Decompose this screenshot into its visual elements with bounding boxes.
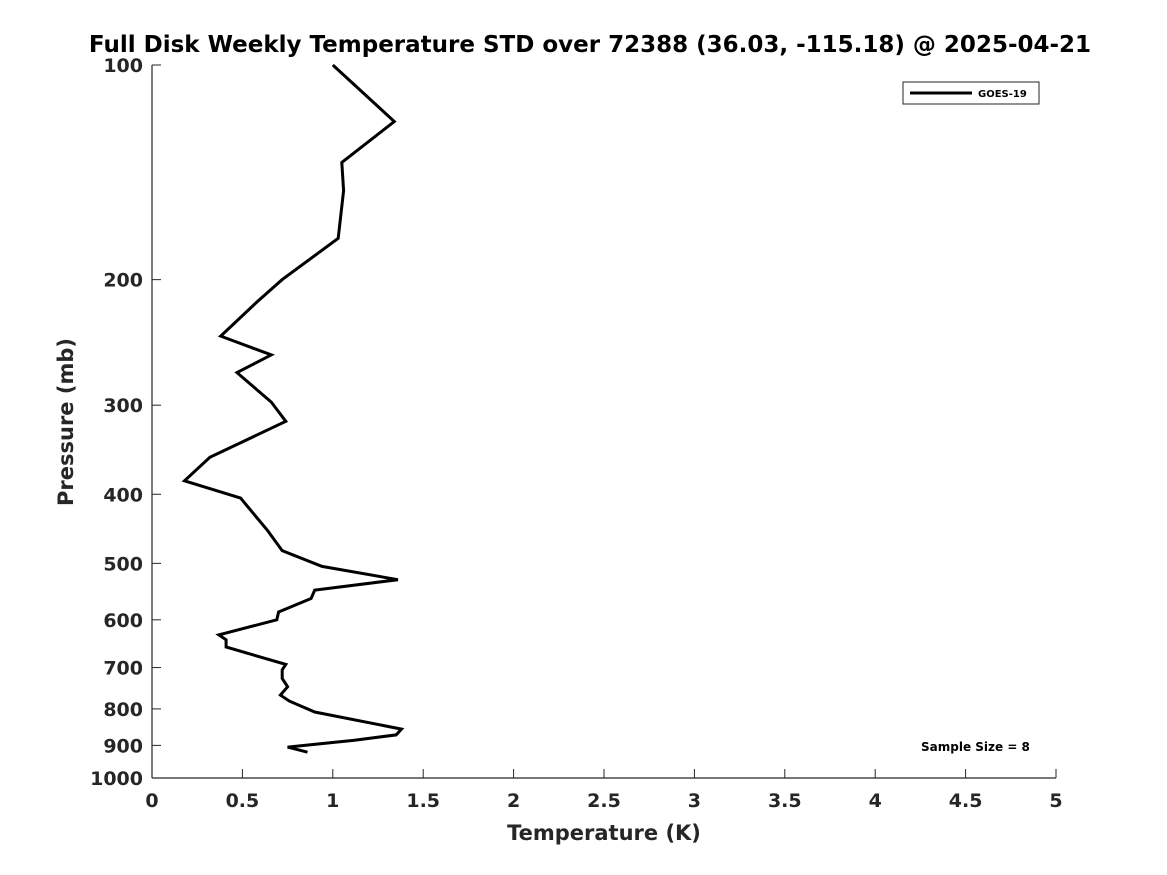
y-axis-label: Pressure (mb) bbox=[54, 338, 78, 506]
x-tick-label: 2 bbox=[507, 790, 520, 812]
chart-title: Full Disk Weekly Temperature STD over 72… bbox=[89, 32, 1091, 58]
series-line-goes-19 bbox=[181, 63, 405, 754]
x-tick-label: 4 bbox=[869, 790, 882, 812]
x-tick-label: 5 bbox=[1049, 790, 1062, 812]
x-ticks: 0 0.5 1 1.5 2 2.5 3 3.5 4 4.5 5 bbox=[145, 769, 1063, 812]
x-tick-label: 3.5 bbox=[768, 790, 802, 812]
x-tick-label: 2.5 bbox=[587, 790, 621, 812]
x-tick-label: 4.5 bbox=[949, 790, 983, 812]
y-tick-label: 600 bbox=[103, 610, 143, 632]
y-tick-label: 1000 bbox=[90, 768, 143, 790]
y-tick-label: 700 bbox=[103, 658, 143, 680]
y-tick-label: 400 bbox=[103, 484, 143, 506]
x-tick-label: 3 bbox=[688, 790, 701, 812]
y-tick-label: 900 bbox=[103, 735, 143, 757]
x-tick-label: 1.5 bbox=[406, 790, 440, 812]
y-tick-label: 500 bbox=[103, 553, 143, 575]
legend: GOES-19 bbox=[902, 81, 1040, 105]
y-tick-label: 800 bbox=[103, 699, 143, 721]
series-layer bbox=[181, 63, 405, 754]
x-tick-label: 0.5 bbox=[226, 790, 260, 812]
y-tick-label: 300 bbox=[103, 395, 143, 417]
legend-label-goes-19: GOES-19 bbox=[978, 89, 1027, 100]
y-tick-label: 100 bbox=[103, 55, 143, 77]
y-ticks: 100 200 300 400 500 600 700 800 900 1000 bbox=[90, 55, 161, 790]
x-tick-label: 1 bbox=[326, 790, 339, 812]
y-tick-label: 200 bbox=[103, 270, 143, 292]
x-tick-label: 0 bbox=[145, 790, 158, 812]
x-axis-label: Temperature (K) bbox=[507, 821, 701, 845]
sample-size-annotation: Sample Size = 8 bbox=[921, 740, 1030, 754]
